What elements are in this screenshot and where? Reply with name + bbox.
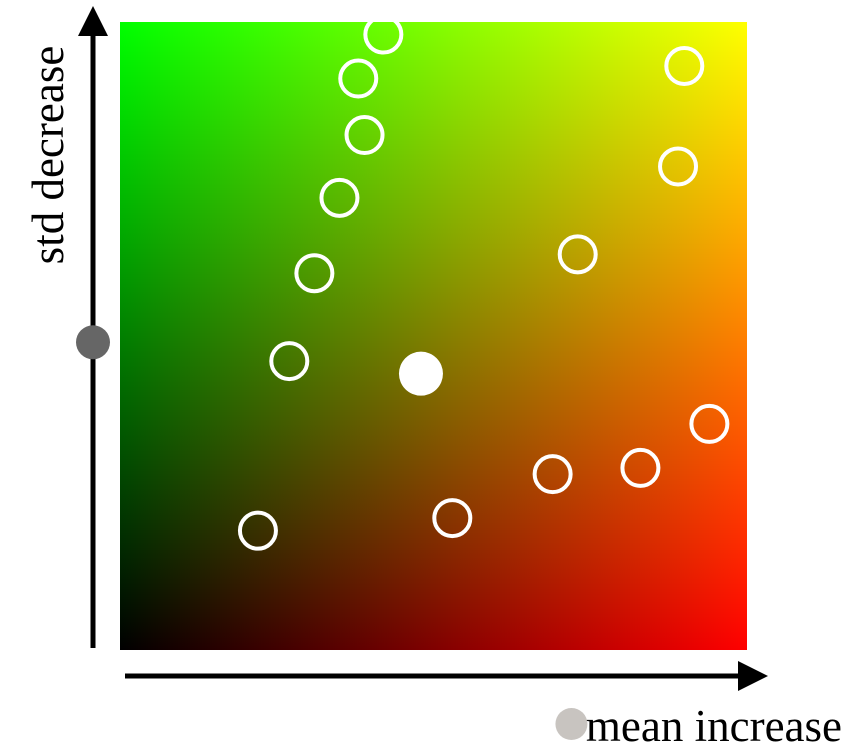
scatter-points xyxy=(237,14,730,551)
highlight-point xyxy=(398,351,443,396)
scatter-point xyxy=(432,498,473,539)
scatter-point xyxy=(689,403,730,444)
scatter-point xyxy=(664,45,705,86)
scatter-point xyxy=(557,234,598,275)
scatter-point xyxy=(338,58,379,99)
scatter-point xyxy=(363,14,404,55)
scatter-point xyxy=(319,177,360,218)
y-axis-marker xyxy=(76,325,110,360)
gradient-plot-area xyxy=(120,22,747,650)
scatter-point xyxy=(658,146,699,187)
axis-markers xyxy=(76,325,588,740)
x-axis-marker xyxy=(555,708,588,740)
scatter-point xyxy=(532,454,573,495)
scatter-point xyxy=(269,341,310,382)
scatter-point xyxy=(344,115,385,156)
highlight-layer xyxy=(398,351,443,396)
scatter-point xyxy=(237,510,278,551)
x-axis-label: mean increase xyxy=(585,701,842,751)
scatter-point xyxy=(620,447,661,488)
green-gradient-layer xyxy=(120,22,747,650)
scatter-point xyxy=(294,253,335,294)
y-axis-label: std decrease xyxy=(23,45,73,265)
